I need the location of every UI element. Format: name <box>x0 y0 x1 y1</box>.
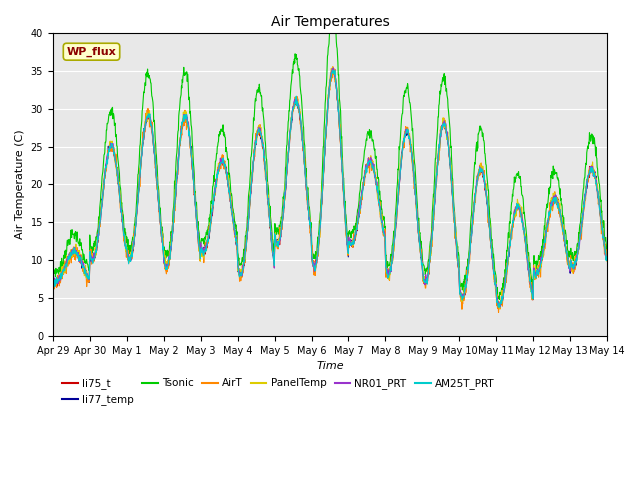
AM25T_PRT <box>234 264 242 270</box>
AirT <box>49 271 56 277</box>
AM25T_PRT <box>329 67 337 73</box>
AirT <box>329 64 337 70</box>
PanelTemp <box>496 306 504 312</box>
li77_temp <box>330 68 338 73</box>
Line: PanelTemp: PanelTemp <box>52 67 607 309</box>
Legend: li75_t, li77_temp, Tsonic, AirT, PanelTemp, NR01_PRT, AM25T_PRT: li75_t, li77_temp, Tsonic, AirT, PanelTe… <box>58 374 499 409</box>
NR01_PRT <box>489 261 497 267</box>
AirT <box>159 232 166 238</box>
PanelTemp <box>604 256 611 262</box>
AM25T_PRT <box>604 256 611 262</box>
PanelTemp <box>172 183 180 189</box>
li77_temp <box>538 255 546 261</box>
li75_t <box>172 187 180 192</box>
Tsonic <box>329 9 337 14</box>
Tsonic <box>49 262 56 267</box>
Tsonic <box>159 230 166 236</box>
PanelTemp <box>49 276 56 282</box>
AM25T_PRT <box>49 278 56 284</box>
Tsonic <box>489 245 497 251</box>
NR01_PRT <box>496 304 504 310</box>
NR01_PRT <box>49 276 56 282</box>
AM25T_PRT <box>538 256 546 262</box>
AM25T_PRT <box>495 304 502 310</box>
AM25T_PRT <box>159 242 166 248</box>
AirT <box>234 263 242 269</box>
li77_temp <box>159 240 166 246</box>
li77_temp <box>417 244 424 250</box>
AM25T_PRT <box>417 247 424 252</box>
Tsonic <box>172 158 180 164</box>
li75_t <box>417 250 424 255</box>
AM25T_PRT <box>172 187 180 192</box>
li75_t <box>538 257 546 263</box>
Tsonic <box>417 236 424 242</box>
PanelTemp <box>234 267 242 273</box>
Line: NR01_PRT: NR01_PRT <box>52 68 607 307</box>
AirT <box>538 256 546 262</box>
NR01_PRT <box>417 245 424 251</box>
NR01_PRT <box>159 238 166 243</box>
PanelTemp <box>417 248 424 254</box>
AirT <box>604 251 611 256</box>
li75_t <box>489 259 497 264</box>
PanelTemp <box>489 258 497 264</box>
li75_t <box>331 67 339 72</box>
NR01_PRT <box>172 185 180 191</box>
li77_temp <box>489 258 497 264</box>
NR01_PRT <box>330 65 337 71</box>
AirT <box>172 179 180 184</box>
Text: WP_flux: WP_flux <box>67 47 116 57</box>
li75_t <box>159 240 166 246</box>
Y-axis label: Air Temperature (C): Air Temperature (C) <box>15 130 25 239</box>
Line: li77_temp: li77_temp <box>52 71 607 306</box>
NR01_PRT <box>538 253 546 259</box>
PanelTemp <box>329 64 337 70</box>
li75_t <box>496 304 504 310</box>
li75_t <box>604 255 611 261</box>
li75_t <box>234 268 242 274</box>
Tsonic <box>604 248 611 254</box>
AirT <box>417 244 424 250</box>
li77_temp <box>234 269 242 275</box>
AirT <box>495 310 502 315</box>
AirT <box>489 264 497 270</box>
Line: Tsonic: Tsonic <box>52 12 607 300</box>
Line: AM25T_PRT: AM25T_PRT <box>52 70 607 307</box>
li75_t <box>49 275 56 281</box>
Line: li75_t: li75_t <box>52 70 607 307</box>
Line: AirT: AirT <box>52 67 607 312</box>
PanelTemp <box>538 255 546 261</box>
li77_temp <box>49 278 56 284</box>
li77_temp <box>496 303 504 309</box>
li77_temp <box>172 186 180 192</box>
AM25T_PRT <box>489 258 497 264</box>
NR01_PRT <box>234 264 242 270</box>
Tsonic <box>538 249 546 255</box>
Tsonic <box>495 297 503 302</box>
PanelTemp <box>159 240 166 245</box>
X-axis label: Time: Time <box>316 361 344 371</box>
Title: Air Temperatures: Air Temperatures <box>271 15 389 29</box>
Tsonic <box>234 252 242 258</box>
li77_temp <box>604 257 611 263</box>
NR01_PRT <box>604 257 611 263</box>
